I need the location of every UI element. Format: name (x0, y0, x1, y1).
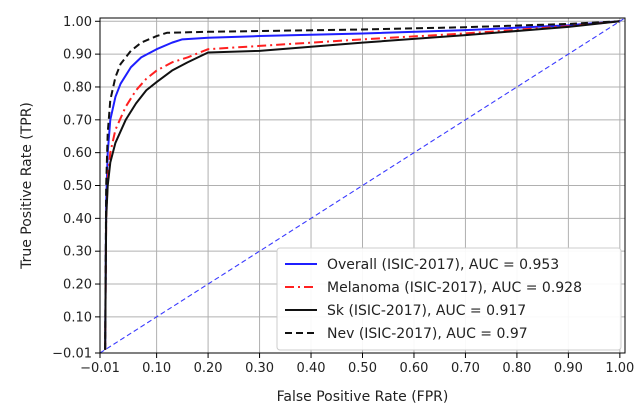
x-tick-label: 0.20 (194, 361, 223, 376)
x-tick-label: 0.30 (245, 361, 274, 376)
ticks: −0.01 0.10 0.20 0.30 0.40 0.50 0.60 0.70 0.80 0.9… (52, 15, 634, 376)
legend-label: Overall (ISIC-2017), AUC = 0.953 (327, 257, 559, 273)
x-tick-label: 1.00 (605, 361, 634, 376)
x-tick-label: 0.40 (297, 361, 326, 376)
legend-box (276, 247, 622, 351)
series-line-0 (104, 20, 620, 350)
y-axis-title: True Positive Rate (TPR) (19, 102, 35, 270)
series-layer (99, 17, 626, 354)
y-tick-label: 0.90 (63, 48, 92, 63)
y-tick-label: 0.70 (63, 113, 92, 128)
y-tick-label: 0.30 (63, 245, 92, 260)
x-tick-label: 0.90 (554, 361, 583, 376)
x-tick-label: 0.80 (502, 361, 531, 376)
y-tick-label: 0.60 (63, 146, 92, 161)
legend-label: Melanoma (ISIC-2017), AUC = 0.928 (327, 280, 582, 296)
y-tick-label: −0.01 (52, 347, 92, 362)
x-tick-label: 0.50 (348, 361, 377, 376)
y-tick-label: 0.10 (63, 310, 92, 325)
y-tick-label: 0.40 (63, 212, 92, 227)
y-tick-label: 0.20 (63, 278, 92, 293)
y-tick-label: 0.80 (63, 80, 92, 95)
x-tick-label: 0.10 (142, 361, 171, 376)
legend-label: Sk (ISIC-2017), AUC = 0.917 (327, 303, 526, 319)
series-line-3 (104, 20, 620, 350)
series-line-2 (104, 20, 620, 350)
legend-label: Nev (ISIC-2017), AUC = 0.97 (327, 326, 528, 342)
legend: Overall (ISIC-2017), AUC = 0.953 Melanoma… (276, 247, 622, 351)
y-tick-label: 0.50 (63, 179, 92, 194)
x-tick-label: 0.70 (451, 361, 480, 376)
series-line-1 (104, 20, 620, 350)
x-tick-label: 0.60 (399, 361, 428, 376)
y-tick-label: 1.00 (63, 15, 92, 30)
x-tick-label: −0.01 (80, 361, 120, 376)
x-axis-title: False Positive Rate (FPR) (277, 389, 449, 405)
